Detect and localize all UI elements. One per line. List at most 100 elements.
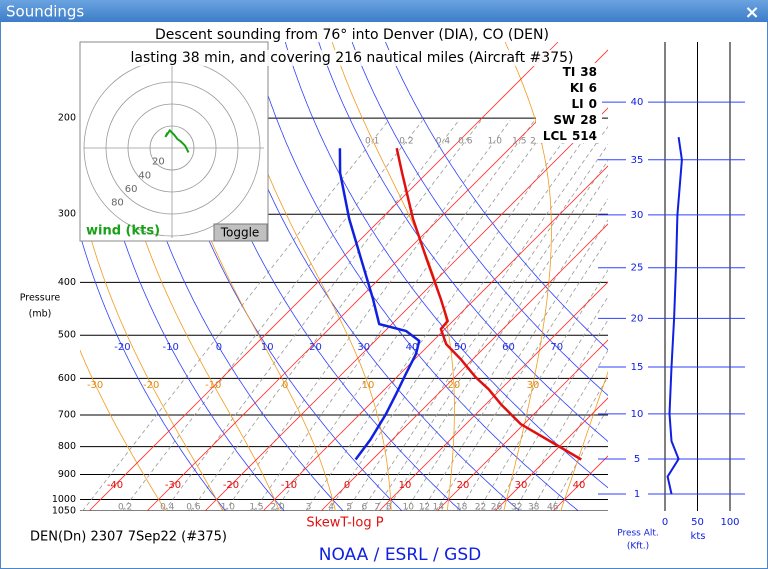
wind-tick-label: 100	[720, 517, 739, 528]
y-axis-label: Pressure	[20, 293, 61, 304]
mixing-ratio-label: 14	[433, 503, 445, 513]
index-name: SW	[553, 113, 575, 127]
mixing-ratio-label: 3	[306, 503, 312, 513]
mixing-ratio-label: 1.5	[249, 503, 263, 513]
mixing-ratio-line	[121, 120, 423, 511]
index-value: 38	[580, 65, 597, 79]
index-entry: SW 28	[553, 113, 597, 127]
moist-adiabat-label: -30	[87, 380, 103, 391]
moist-adiabat	[560, 370, 608, 511]
mixing-ratio-label: 10	[402, 503, 414, 513]
isotherm	[88, 42, 559, 511]
mixing-ratio-line	[361, 144, 608, 511]
mixing-ratio-label: 8	[386, 503, 392, 513]
hodograph-ring-label: 60	[125, 184, 138, 195]
dry-adiabat	[80, 233, 226, 511]
hodograph-ring	[149, 125, 195, 171]
altitude-label-bg	[626, 487, 648, 500]
dry-adiabat-label: 40	[406, 342, 419, 353]
moist-adiabat	[225, 42, 392, 511]
hodograph-ring	[127, 103, 217, 193]
y-tick-label: 1000	[52, 494, 76, 505]
hodograph-label: wind (kts)	[86, 224, 160, 239]
sounding-trace	[395, 147, 582, 461]
isotherm	[320, 223, 608, 511]
moist-adiabat-label: -20	[143, 380, 159, 391]
index-entry: LCL 514	[543, 129, 597, 143]
y-tick-label: 800	[58, 441, 76, 452]
altitude-label-bg	[626, 208, 648, 221]
mixing-ratio-line	[405, 198, 608, 511]
mixing-ratio-label: 26	[491, 503, 503, 513]
y-tick-label: 400	[58, 277, 76, 288]
title-bar	[0, 0, 768, 22]
mixing-ratio-label: 0.6	[186, 503, 201, 513]
moist-adiabat-label: -10	[205, 380, 221, 391]
mixing-ratio-label: 0.4	[436, 137, 451, 147]
moist-adiabat-label: 10	[362, 380, 375, 391]
mixing-ratio-label: 32	[511, 503, 522, 513]
dry-adiabat-label: 20	[309, 342, 322, 353]
altitude-label-bg	[626, 361, 648, 374]
mixing-ratio-line	[346, 126, 608, 511]
hodograph-ring-label: 80	[111, 198, 124, 209]
dry-adiabat-label: 10	[261, 342, 274, 353]
y-tick-label: 700	[58, 409, 76, 420]
dry-adiabat-label: -20	[114, 342, 130, 353]
y-tick-label: 1050	[52, 506, 76, 517]
mixing-ratio-line	[274, 120, 553, 511]
mixing-ratio-label: 4	[328, 503, 334, 513]
wind-tick-label: 50	[691, 517, 704, 528]
moist-adiabat-label: 0	[282, 380, 288, 391]
chart-title: Descent sounding from 76° into Denver (D…	[155, 27, 549, 43]
moist-adiabat-label: 20	[447, 380, 460, 391]
mixing-ratio-line	[385, 173, 608, 511]
dry-adiabat-label: 50	[454, 342, 467, 353]
altitude-label-bg	[626, 407, 648, 420]
mixing-ratio-label: 18	[456, 503, 468, 513]
isotherm	[436, 339, 608, 511]
altitude-axis-label: (Kft.)	[627, 542, 649, 552]
index-entry: LI 0	[572, 97, 597, 111]
isotherm-label: 40	[573, 480, 586, 491]
dry-adiabat-label: 30	[357, 342, 370, 353]
mixing-ratio-label: 1.5	[512, 137, 526, 147]
altitude-label: 20	[631, 313, 644, 324]
dry-adiabat	[351, 42, 608, 396]
title-bg	[112, 50, 592, 66]
close-button[interactable]: ×	[744, 2, 759, 23]
isotherm-label: 30	[515, 480, 528, 491]
toggle-label[interactable]: Toggle	[220, 226, 260, 240]
mixing-ratio-label: 6	[361, 503, 367, 513]
mixing-ratio-line	[328, 120, 598, 511]
altitude-axis-label: Press Alt.	[617, 529, 659, 539]
dry-adiabat-label: 60	[502, 342, 515, 353]
mixing-ratio-line	[190, 120, 482, 511]
mixing-ratio-line	[82, 120, 389, 511]
mixing-ratio-label: 0.4	[160, 503, 175, 513]
mixing-ratio-label: 0.2	[118, 503, 132, 513]
wind-tick-label: 0	[662, 517, 668, 528]
sounding-trace	[338, 148, 421, 461]
altitude-label: 10	[631, 409, 644, 420]
wind-speed-line	[666, 136, 683, 495]
isotherm	[494, 397, 608, 511]
altitude-label: 30	[631, 210, 644, 221]
altitude-label: 35	[631, 155, 644, 166]
dry-adiabat	[251, 42, 579, 511]
isotherm	[262, 165, 608, 511]
mixing-ratio-label: 5	[346, 503, 352, 513]
altitude-label-bg	[626, 96, 648, 109]
index-value: 28	[580, 113, 597, 127]
isotherm-label: -10	[281, 480, 297, 491]
mixing-ratio-label: 0.1	[365, 137, 379, 147]
mixing-ratio-label: 46	[547, 503, 559, 513]
mixing-ratio-label: 1.0	[221, 503, 236, 513]
mixing-ratio-line	[374, 159, 608, 511]
isotherm-label: -20	[223, 480, 239, 491]
toggle-button[interactable]	[213, 223, 268, 242]
altitude-label-bg	[626, 453, 648, 466]
isotherm-label: -30	[165, 480, 181, 491]
altitude-label: 15	[631, 362, 644, 373]
moist-adiabat	[80, 349, 166, 511]
